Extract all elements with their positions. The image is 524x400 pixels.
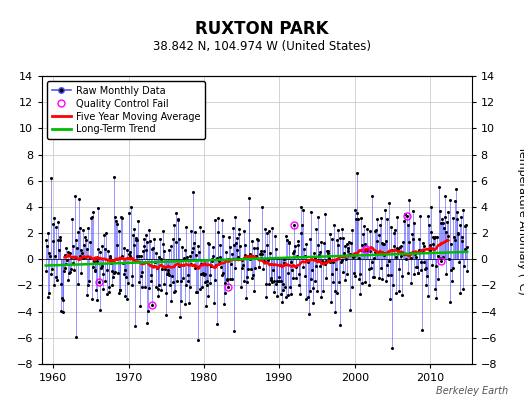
Text: 38.842 N, 104.974 W (United States): 38.842 N, 104.974 W (United States) xyxy=(153,40,371,53)
Y-axis label: Temperature Anomaly (°C): Temperature Anomaly (°C) xyxy=(517,146,524,294)
Legend: Raw Monthly Data, Quality Control Fail, Five Year Moving Average, Long-Term Tren: Raw Monthly Data, Quality Control Fail, … xyxy=(47,81,205,139)
Text: RUXTON PARK: RUXTON PARK xyxy=(195,20,329,38)
Text: Berkeley Earth: Berkeley Earth xyxy=(436,386,508,396)
